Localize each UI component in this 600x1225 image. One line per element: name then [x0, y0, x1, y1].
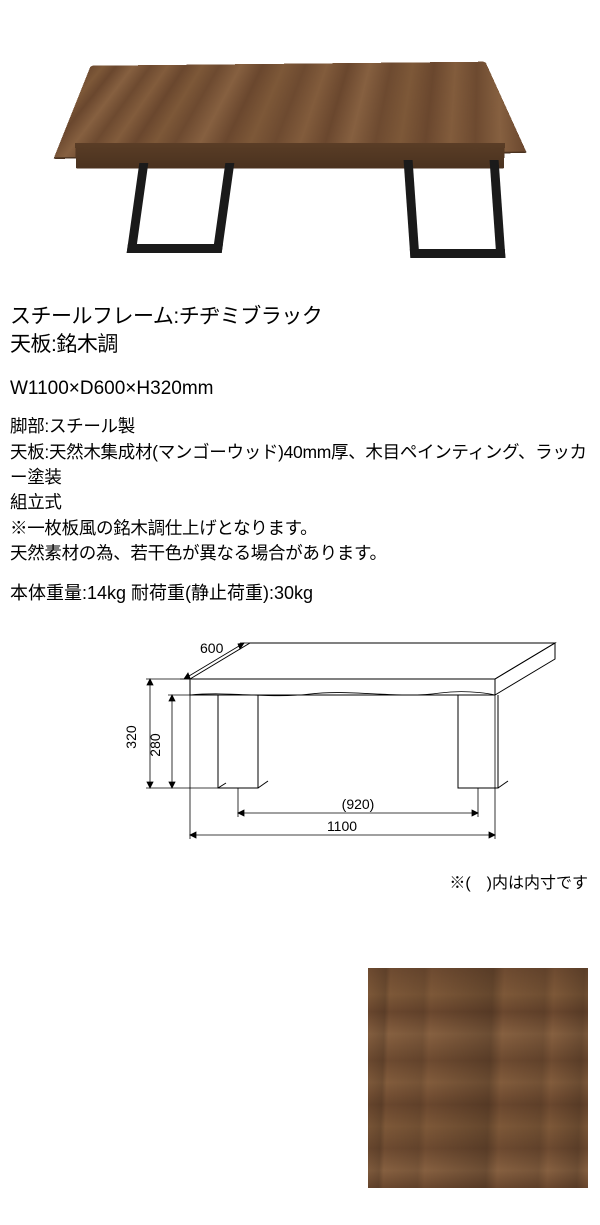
wood-swatch-wrap: [368, 968, 588, 1188]
dimensions: W1100×D600×H320mm: [10, 376, 590, 403]
spec-details: 脚部:スチール製 天板:天然木集成材(マンゴーウッド)40mm厚、木目ペインティ…: [10, 414, 590, 566]
wood-swatch: [368, 968, 588, 1188]
weight-spec: 本体重量:14kg 耐荷重(静止荷重):30kg: [10, 579, 590, 605]
dim-depth: 600: [200, 640, 224, 656]
diagram-svg: 600 320 280 (920) 1100: [100, 633, 570, 863]
dimension-note: ※( )内は内寸です: [449, 869, 588, 893]
dim-height-inner: 280: [147, 733, 163, 757]
dim-height-total: 320: [123, 725, 139, 749]
dim-width-total: 1100: [327, 818, 357, 834]
table-leg-right: [404, 160, 506, 258]
dimension-diagram: 600 320 280 (920) 1100 ※( )内は内寸です: [0, 633, 600, 903]
spec-line: 天板:天然木集成材(マンゴーウッド)40mm厚、木目ペインティング、ラッカー塗装: [10, 440, 590, 491]
top-spec: 天板:銘木調: [10, 331, 590, 359]
spec-line: 脚部:スチール製: [10, 414, 590, 439]
table-leg-left: [127, 163, 235, 253]
dim-width-inner: (920): [342, 796, 375, 812]
spec-line: ※一枚板風の銘木調仕上げとなります。: [10, 516, 590, 541]
spec-line: 組立式: [10, 490, 590, 515]
spec-line: 天然素材の為、若干色が異なる場合があります。: [10, 541, 590, 566]
frame-spec: スチールフレーム:チヂミブラック: [10, 303, 590, 331]
spec-text-block: スチールフレーム:チヂミブラック 天板:銘木調 W1100×D600×H320m…: [0, 285, 600, 605]
product-photo: [55, 25, 525, 285]
